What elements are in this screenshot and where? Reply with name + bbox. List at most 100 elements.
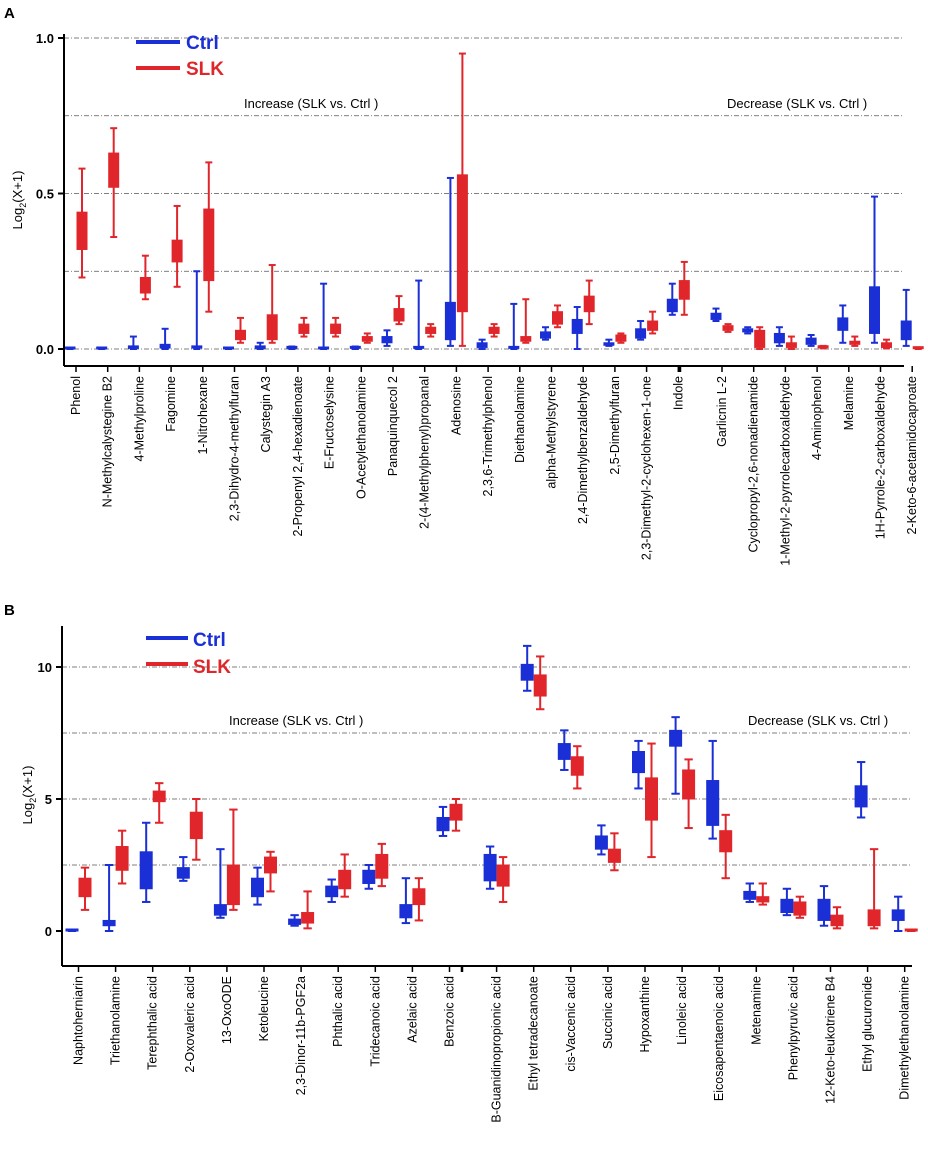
xtick-label: Succinic acid xyxy=(601,976,615,1049)
ctrl-box xyxy=(594,835,608,850)
ctrl-box xyxy=(817,898,831,921)
slk-box xyxy=(139,276,151,294)
ctrl-box xyxy=(223,346,234,350)
xtick-label: B-Guanidinopropionic acid xyxy=(490,976,504,1123)
xtick-label: Ethyl glucuronide xyxy=(861,976,875,1072)
slk-box xyxy=(449,803,463,821)
ctrl-box xyxy=(837,317,849,331)
slk-box xyxy=(115,846,129,871)
xtick-label: Linoleic acid xyxy=(675,976,689,1045)
xtick-label: Eicosapentaenoic acid xyxy=(712,976,726,1101)
ctrl-box xyxy=(706,780,720,826)
ctrl-box xyxy=(288,918,302,925)
slk-box xyxy=(849,340,861,345)
slk-box xyxy=(301,912,315,924)
ctrl-box xyxy=(603,342,615,346)
slk-box xyxy=(552,311,563,325)
ctrl-box xyxy=(773,332,785,344)
xtick-label: 2-Keto-6-acetamidocaproate xyxy=(905,376,919,534)
panel-a: A Log2(X+1) 0.0 0.5 1.0 Phenol N-Methylcaly… xyxy=(4,5,924,566)
ytick-label: 1.0 xyxy=(36,31,54,46)
slk-box xyxy=(189,811,203,840)
ctrl-box xyxy=(176,867,190,879)
ytick-label: 5 xyxy=(45,792,52,807)
ctrl-box xyxy=(139,851,153,890)
panel-b-xticks: Naphtoherniarin Triethanolamine Terephthal… xyxy=(72,965,912,1123)
ytick-label: 10 xyxy=(38,660,52,675)
xtick-label: 2,3,6-Trimethylphenol xyxy=(481,376,495,496)
panel-b-ylabel: Log2(X+1) xyxy=(20,766,38,825)
ctrl-box xyxy=(444,301,456,341)
slk-box xyxy=(793,901,807,916)
ctrl-box xyxy=(65,928,79,932)
ctrl-box xyxy=(251,877,264,898)
xtick-label: 2,3-Dimethyl-2-cyclohexen-1-one xyxy=(640,376,654,560)
xtick-label: alpha-Methylstyrene xyxy=(545,376,559,489)
xtick-label: 2-(4-Methylphenyl)propanal xyxy=(418,376,432,529)
ctrl-box xyxy=(742,328,754,333)
ctrl-box xyxy=(710,312,722,320)
xtick-label: Panaquinquecol 2 xyxy=(386,376,400,476)
slk-box xyxy=(912,346,924,350)
ctrl-box xyxy=(318,346,330,350)
xtick-label: Garlicnin L-2 xyxy=(715,376,729,447)
ctrl-box xyxy=(483,853,497,882)
xtick-label: Ethyl tetradecanoate xyxy=(527,976,541,1091)
slk-box xyxy=(76,211,88,250)
slk-box xyxy=(607,848,621,863)
ctrl-box xyxy=(381,336,393,344)
slk-box xyxy=(226,864,240,906)
xtick-label: Terephthalic acid xyxy=(146,976,160,1070)
slk-box xyxy=(108,152,120,188)
ctrl-box xyxy=(436,816,450,832)
xtick-label: 2-Propenyl 2,4-hexadienoate xyxy=(291,376,305,537)
ctrl-box xyxy=(362,869,376,884)
xtick-label: Calystegin A3 xyxy=(259,376,273,452)
ctrl-box xyxy=(635,328,647,339)
slk-box xyxy=(152,790,166,803)
legend-slk-label: SLK xyxy=(193,657,231,678)
xtick-label: O-Acetylethanolamine xyxy=(354,376,368,499)
ctrl-box xyxy=(854,785,868,808)
ctrl-box xyxy=(399,904,413,919)
slk-box xyxy=(266,314,278,341)
xtick-label: 4-Methylproline xyxy=(132,376,146,462)
panel-a-ylabel: Log2(X+1) xyxy=(10,171,28,230)
xtick-label: Adenosine xyxy=(449,376,463,435)
ctrl-box xyxy=(805,337,817,345)
panel-b-boxes xyxy=(65,644,918,932)
ctrl-box xyxy=(476,342,488,348)
slk-box xyxy=(647,320,659,331)
slk-box xyxy=(867,909,881,927)
legend-slk-label: SLK xyxy=(186,59,224,80)
xtick-label: 2,3-Dinor-11b-PGF2a xyxy=(294,976,308,1095)
xtick-label: Diethanolamine xyxy=(513,376,527,463)
slk-box xyxy=(496,864,510,887)
ctrl-box xyxy=(520,663,534,681)
ctrl-box xyxy=(349,345,361,349)
ctrl-box xyxy=(666,298,678,313)
ctrl-box xyxy=(286,345,298,349)
slk-box xyxy=(330,323,342,334)
slk-box xyxy=(678,280,690,300)
xtick-label: Indole xyxy=(671,376,685,410)
slk-box xyxy=(375,853,389,879)
xtick-label: Tridecanoic acid xyxy=(368,976,382,1067)
panel-a-boxes xyxy=(64,52,924,350)
xtick-label: Phenol xyxy=(69,376,83,415)
ctrl-box xyxy=(869,286,880,334)
ctrl-box xyxy=(669,729,683,747)
ytick-label: 0.0 xyxy=(36,342,54,357)
xtick-label: Triethanolamine xyxy=(109,976,123,1065)
slk-box xyxy=(488,326,500,334)
xtick-label: Phenylpyruvic acid xyxy=(786,976,800,1080)
slk-box xyxy=(570,756,584,776)
xtick-label: Melamine xyxy=(842,376,856,430)
panel-a-grid xyxy=(64,37,904,350)
slk-box xyxy=(171,239,183,263)
xtick-label: 1-Methyl-2-pyrrolecarboxaldehyde xyxy=(778,376,792,566)
xtick-label: 1H-Pyrrole-2-carboxaldehyde xyxy=(874,376,888,539)
slk-box xyxy=(533,674,547,697)
panel-b-letter: B xyxy=(4,602,15,619)
xtick-label: 4-Aminophenol xyxy=(810,376,824,460)
